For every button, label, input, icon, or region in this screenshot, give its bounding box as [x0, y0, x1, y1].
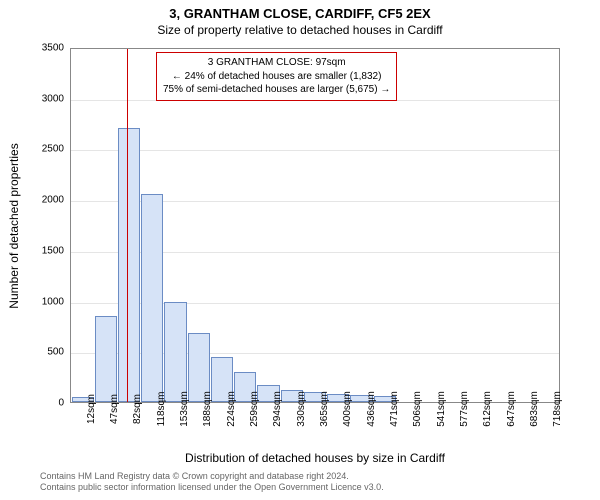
ytick-label: 500 — [47, 347, 64, 358]
ytick-label: 2000 — [42, 195, 64, 206]
histogram-bar — [164, 302, 186, 402]
xtick-label: 577sqm — [459, 391, 470, 427]
xtick-label: 506sqm — [412, 391, 423, 427]
xtick-label: 718sqm — [552, 391, 563, 427]
xtick-label: 365sqm — [319, 391, 330, 427]
xtick-label: 471sqm — [389, 391, 400, 427]
y-axis-label-wrap: Number of detached properties — [14, 48, 30, 403]
xtick-label: 259sqm — [249, 391, 260, 427]
footer-line-2: Contains public sector information licen… — [40, 482, 384, 494]
y-axis-label: Number of detached properties — [7, 143, 21, 308]
xtick-label: 436sqm — [366, 391, 377, 427]
xtick-label: 294sqm — [272, 391, 283, 427]
info-line-3: 75% of semi-detached houses are larger (… — [163, 83, 390, 97]
xtick-label: 118sqm — [156, 392, 167, 427]
histogram-bar — [141, 194, 163, 402]
info-line-1: 3 GRANTHAM CLOSE: 97sqm — [163, 56, 390, 70]
ytick-label: 2500 — [42, 144, 64, 155]
chart-title-desc: Size of property relative to detached ho… — [0, 21, 600, 37]
chart-title-address: 3, GRANTHAM CLOSE, CARDIFF, CF5 2EX — [0, 0, 600, 21]
ytick-label: 1000 — [42, 296, 64, 307]
chart-container: 3, GRANTHAM CLOSE, CARDIFF, CF5 2EX Size… — [0, 0, 600, 500]
xtick-label: 612sqm — [482, 391, 493, 427]
xtick-label: 224sqm — [226, 391, 237, 427]
bars-container — [71, 49, 559, 402]
footer-attribution: Contains HM Land Registry data © Crown c… — [40, 471, 384, 494]
ytick-label: 3000 — [42, 93, 64, 104]
reference-line — [127, 49, 128, 402]
xtick-label: 647sqm — [506, 391, 517, 427]
histogram-bar — [118, 128, 140, 402]
xtick-label: 12sqm — [86, 394, 97, 424]
xtick-label: 153sqm — [179, 391, 190, 427]
footer-line-1: Contains HM Land Registry data © Crown c… — [40, 471, 384, 483]
info-box: 3 GRANTHAM CLOSE: 97sqm ← 24% of detache… — [156, 52, 397, 101]
x-axis-label: Distribution of detached houses by size … — [70, 451, 560, 465]
xtick-label: 82sqm — [132, 394, 143, 424]
xtick-label: 683sqm — [529, 391, 540, 427]
xtick-label: 47sqm — [109, 394, 120, 424]
info-line-2: ← 24% of detached houses are smaller (1,… — [163, 70, 390, 84]
plot-region: 3 GRANTHAM CLOSE: 97sqm ← 24% of detache… — [70, 48, 560, 403]
xtick-label: 188sqm — [202, 391, 213, 427]
ytick-label: 0 — [58, 398, 64, 409]
xtick-label: 541sqm — [436, 391, 447, 427]
xtick-label: 330sqm — [296, 391, 307, 427]
chart-area: 3 GRANTHAM CLOSE: 97sqm ← 24% of detache… — [70, 48, 560, 403]
xtick-label: 400sqm — [342, 391, 353, 427]
histogram-bar — [95, 316, 117, 402]
ytick-label: 3500 — [42, 43, 64, 54]
ytick-label: 1500 — [42, 245, 64, 256]
